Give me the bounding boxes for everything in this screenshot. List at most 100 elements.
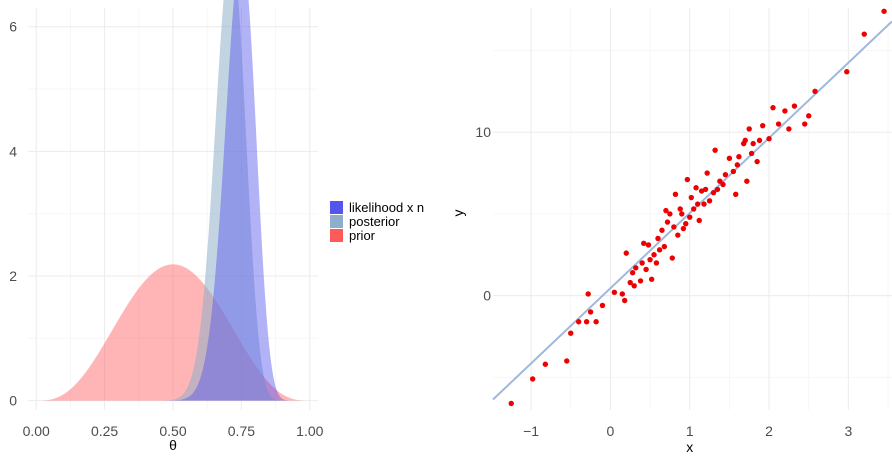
scatter-y-tick-label: 0 xyxy=(483,288,491,304)
density-area-likelihood-x-n xyxy=(36,0,310,401)
scatter-point xyxy=(664,219,671,225)
scatter-point xyxy=(647,256,653,263)
scatter-point xyxy=(704,170,710,176)
scatter-x-tick-label: 3 xyxy=(844,423,852,439)
density-x-tick-label: 0.25 xyxy=(91,423,118,439)
scatter-x-axis-title: x xyxy=(686,439,693,455)
scatter-point xyxy=(806,113,812,119)
scatter-point xyxy=(639,260,645,266)
legend-swatch-posterior xyxy=(330,215,343,228)
scatter-point xyxy=(770,104,776,111)
scatter-point xyxy=(631,283,637,289)
scatter-point xyxy=(734,162,741,168)
scatter-gridlines xyxy=(493,8,892,410)
density-x-tick-label: 1.00 xyxy=(296,423,323,439)
scatter-point xyxy=(659,227,665,233)
scatter-point xyxy=(672,191,679,197)
scatter-point xyxy=(683,221,689,227)
scatter-point xyxy=(684,176,691,183)
density-x-ticks: 0.00 0.25 0.50 0.75 1.00 xyxy=(23,423,324,439)
legend-label: likelihood x n xyxy=(349,200,424,215)
scatter-point xyxy=(655,235,661,242)
scatter-point xyxy=(744,178,750,184)
scatter-point xyxy=(694,201,701,207)
scatter-point xyxy=(645,242,652,248)
scatter-point xyxy=(583,319,590,325)
scatter-point xyxy=(675,232,681,238)
scatter-point xyxy=(726,155,733,162)
density-x-tick-label: 0.75 xyxy=(228,423,255,439)
scatter-point xyxy=(687,214,693,220)
scatter-point xyxy=(802,121,808,127)
scatter-point xyxy=(677,206,683,212)
scatter-point xyxy=(782,108,788,114)
scatter-point xyxy=(621,297,628,304)
scatter-point xyxy=(706,198,713,204)
scatter-point xyxy=(722,171,729,178)
density-x-axis-title: θ xyxy=(169,437,177,453)
scatter-point xyxy=(702,186,709,193)
density-x-tick-label: 0.00 xyxy=(23,423,50,439)
scatter-point xyxy=(648,276,655,282)
scatter-point xyxy=(623,250,629,256)
scatter-point xyxy=(508,400,514,407)
scatter-point xyxy=(575,319,582,325)
scatter-point xyxy=(688,194,695,201)
scatter-point xyxy=(844,69,850,75)
legend-label: posterior xyxy=(349,214,400,229)
scatter-point xyxy=(881,8,887,14)
scatter-point xyxy=(786,126,792,132)
density-y-tick-label: 6 xyxy=(9,19,17,35)
density-chart: 0.00 0.25 0.50 0.75 1.00 0 2 4 6 θ xyxy=(9,0,324,453)
scatter-point xyxy=(730,168,737,175)
scatter-point xyxy=(746,126,752,132)
density-y-ticks: 0 2 4 6 xyxy=(9,19,17,409)
scatter-point xyxy=(529,376,536,382)
scatter-point xyxy=(651,252,657,258)
density-area-posterior xyxy=(36,0,310,401)
scatter-x-tick-label: 0 xyxy=(607,423,615,439)
scatter-point xyxy=(733,191,739,197)
scatter-x-ticks: −1 0 1 2 3 xyxy=(523,423,852,439)
scatter-point xyxy=(627,279,633,286)
scatter-point xyxy=(611,289,618,296)
scatter-point xyxy=(599,302,606,309)
scatter-point xyxy=(756,137,763,144)
scatter-point xyxy=(585,291,591,297)
scatter-point xyxy=(619,291,625,297)
scatter-point xyxy=(754,158,760,165)
scatter-point xyxy=(696,217,702,224)
scatter-point xyxy=(629,270,636,276)
density-y-tick-label: 4 xyxy=(9,143,17,159)
scatter-point xyxy=(593,319,599,325)
scatter-point xyxy=(568,330,574,336)
scatter-point xyxy=(766,136,772,142)
scatter-point xyxy=(712,147,718,153)
scatter-point xyxy=(671,224,677,230)
scatter-point xyxy=(663,207,669,214)
scatter-y-axis-title: y xyxy=(450,210,466,217)
scatter-points xyxy=(508,8,887,407)
scatter-point xyxy=(736,154,742,160)
scatter-point xyxy=(669,255,675,261)
density-x-tick-label: 0.50 xyxy=(159,423,186,439)
scatter-point xyxy=(679,211,685,217)
density-areas xyxy=(36,0,310,401)
scatter-x-tick-label: 1 xyxy=(686,423,694,439)
scatter-point xyxy=(714,186,721,193)
scatter-point xyxy=(720,181,726,188)
scatter-point xyxy=(641,240,647,247)
legend-label: prior xyxy=(349,228,376,243)
scatter-x-tick-label: 2 xyxy=(765,423,773,439)
scatter-point xyxy=(667,211,673,217)
density-y-tick-label: 0 xyxy=(9,393,17,409)
scatter-chart: −1 0 1 2 3 0 10 x y xyxy=(450,8,892,455)
scatter-x-tick-label: −1 xyxy=(523,423,539,439)
scatter-y-tick-label: 10 xyxy=(475,124,491,140)
density-y-tick-label: 2 xyxy=(9,268,17,284)
scatter-point xyxy=(775,121,782,127)
legend-swatch-prior xyxy=(330,229,343,242)
